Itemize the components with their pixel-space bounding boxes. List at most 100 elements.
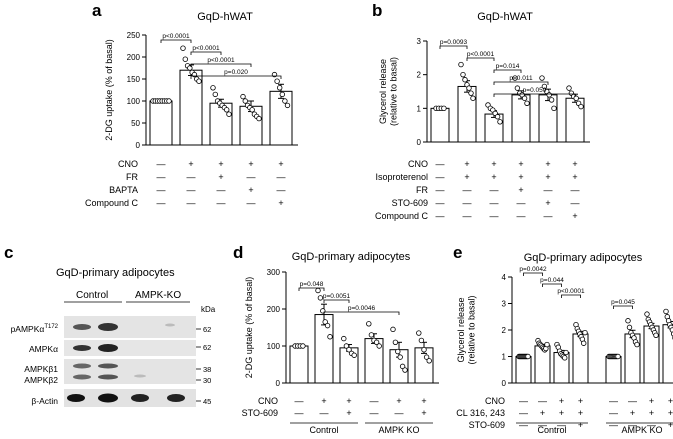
condition-mark: + [464, 159, 469, 169]
condition-mark: + [321, 396, 326, 406]
condition-mark: — [519, 420, 528, 430]
y-axis-label: Glycerol release(relative to basal) [456, 295, 476, 364]
condition-mark: — [544, 185, 553, 195]
data-point [653, 332, 659, 338]
condition-mark: — [295, 408, 304, 418]
chart-d: GqD-primary adipocytes 0 100 200 300 2-DG upt… [242, 251, 439, 435]
blot-band [73, 345, 91, 351]
data-point [351, 352, 357, 358]
data-point [644, 311, 650, 317]
significance-bracket [542, 283, 562, 287]
condition-mark: + [668, 420, 673, 430]
data-point [541, 83, 548, 90]
significance-bracket [323, 299, 350, 303]
data-point [421, 347, 427, 353]
panel-letter-c: c [4, 243, 13, 262]
condition-mark: — [609, 396, 618, 406]
blot-kda-unit: kDa [201, 305, 216, 314]
condition-mark: — [217, 185, 226, 195]
bar [534, 345, 551, 384]
significance-bracket [190, 75, 282, 79]
condition-mark: + [218, 172, 223, 182]
data-point [315, 287, 321, 294]
condition-mark: — [320, 408, 329, 418]
group-label: AMPK KO [378, 425, 419, 435]
panel-letter-e: e [453, 243, 462, 262]
chart-e: GqD-primary adipocytes 0 1 2 3 4 Glycerol rele… [456, 252, 673, 435]
data-point [346, 347, 352, 353]
blot-band [131, 394, 149, 402]
data-point [392, 339, 399, 345]
data-point [416, 330, 422, 336]
data-point [423, 354, 430, 360]
data-point [224, 107, 230, 113]
condition-mark: — [490, 185, 499, 195]
y-tick-label: 2 [417, 71, 422, 80]
y-tick-label: 200 [267, 305, 281, 314]
y-tick-label: 150 [127, 75, 141, 84]
data-point [581, 340, 587, 346]
condition-mark: — [277, 172, 286, 182]
p-value-label: p<0.0001 [192, 45, 220, 52]
blot-membrane [64, 340, 196, 356]
condition-label: FR [416, 185, 428, 195]
data-point [399, 363, 406, 370]
data-point [368, 332, 375, 338]
blot-membrane [64, 316, 196, 338]
data-point [242, 98, 248, 104]
kda-marker-label: 38 [203, 365, 211, 374]
condition-mark: + [491, 159, 496, 169]
condition-mark: + [668, 408, 673, 418]
data-point [466, 85, 472, 91]
condition-label: Compound C [85, 198, 139, 208]
condition-mark: — [628, 396, 637, 406]
condition-label: Isoproterenol [375, 172, 428, 182]
p-value-label: p=0.045 [611, 299, 635, 306]
bar [457, 85, 477, 143]
data-point [182, 56, 188, 62]
data-point [573, 95, 579, 101]
condition-mark: + [545, 172, 550, 182]
data-point [548, 97, 555, 103]
condition-mark: — [463, 198, 472, 208]
y-tick-label: 1 [502, 353, 507, 362]
blot-row-label: pAMPKαT172 [11, 324, 59, 334]
significance-bracket [190, 51, 222, 55]
y-tick-label: 0 [276, 379, 281, 388]
y-tick-label: 4 [502, 273, 507, 282]
data-point [324, 322, 331, 329]
condition-mark: — [436, 198, 445, 208]
data-point [626, 324, 633, 331]
p-value-label: p=0.044 [540, 277, 564, 284]
condition-label: CNO [118, 159, 138, 169]
bar [572, 333, 589, 384]
condition-mark: + [464, 172, 469, 182]
data-point [426, 358, 432, 364]
significance-bracket [298, 287, 325, 291]
bar [515, 356, 532, 384]
blot-band [165, 323, 175, 327]
condition-label: Compound C [375, 211, 429, 221]
data-point [284, 102, 291, 109]
blot-band [167, 394, 185, 402]
data-point [282, 98, 288, 104]
data-point [418, 337, 425, 344]
panel-letter-a: a [92, 1, 102, 20]
data-point [582, 329, 588, 336]
p-value-label: p=0.0051 [323, 293, 351, 300]
data-point [390, 326, 396, 333]
condition-mark: — [247, 172, 256, 182]
condition-mark: + [518, 172, 523, 182]
blot-band [98, 323, 118, 331]
blot-row-label: AMPKβ1 [24, 364, 58, 374]
data-point [226, 111, 232, 117]
condition-mark: — [571, 198, 580, 208]
data-point [322, 319, 328, 325]
condition-mark: + [572, 172, 577, 182]
data-point [512, 75, 518, 81]
condition-mark: — [277, 185, 286, 195]
data-point [373, 339, 380, 345]
blot-band [73, 324, 91, 330]
p-value-label: p<0.0001 [207, 57, 235, 64]
condition-mark: — [609, 420, 618, 430]
